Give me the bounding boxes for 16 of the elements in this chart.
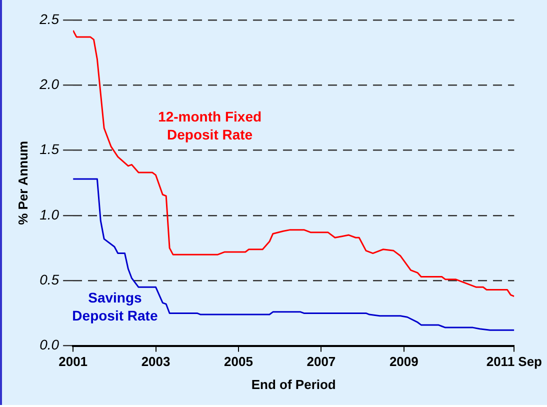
- x-tick-label: 2007: [306, 354, 336, 370]
- y-tick-label: 2.0: [38, 76, 60, 92]
- series-label: Savings Deposit Rate: [72, 289, 158, 324]
- y-tick-label: 1.0: [40, 206, 60, 222]
- x-axis-title: End of Period: [251, 376, 336, 392]
- x-tick-label: 2009: [389, 354, 418, 370]
- x-tick-label: 2005: [224, 354, 253, 370]
- y-tick-label: 1.5: [40, 141, 60, 158]
- y-tick-label: 2.5: [38, 10, 60, 27]
- y-tick-label: 0.5: [40, 272, 60, 288]
- x-tick-label: 2001: [58, 354, 88, 370]
- y-axis-title: % Per Annum: [15, 140, 30, 225]
- y-tick-label: 0.0: [40, 336, 60, 353]
- x-tick-label: 2011 Sep: [486, 354, 542, 370]
- x-tick-label: 2003: [141, 354, 170, 370]
- text: 12-month Fixed Deposit Rate: [158, 108, 262, 143]
